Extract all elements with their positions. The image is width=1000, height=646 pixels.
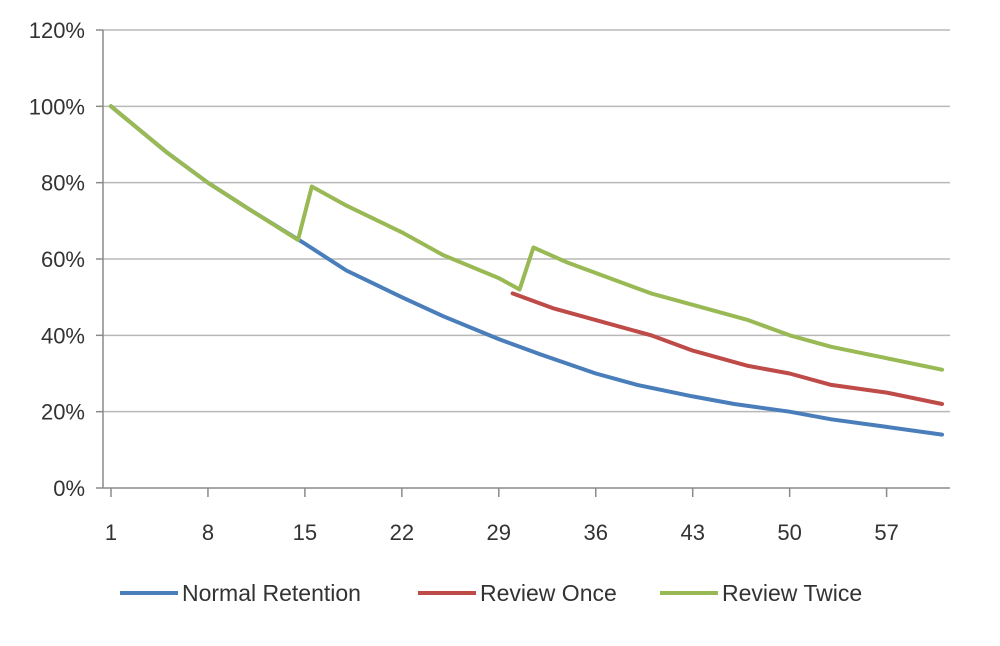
y-tick-label: 120%: [29, 18, 85, 43]
x-axis-ticks: 1 8 15 22 29 36 43 50 57: [105, 488, 899, 545]
y-tick-label: 0%: [53, 476, 85, 501]
series-line-review-once: [510, 291, 944, 406]
legend-label: Review Twice: [722, 580, 862, 606]
y-axis-ticks: 0% 20% 40% 60% 80% 100% 120%: [29, 18, 103, 501]
y-tick-label: 80%: [41, 171, 85, 196]
x-tick-label: 8: [202, 520, 214, 545]
x-tick-label: 15: [293, 520, 317, 545]
x-tick-label: 29: [487, 520, 511, 545]
y-tick-label: 100%: [29, 94, 85, 119]
x-tick-label: 1: [105, 520, 117, 545]
y-tick-label: 60%: [41, 247, 85, 272]
y-tick-label: 20%: [41, 400, 85, 425]
x-tick-label: 22: [390, 520, 414, 545]
x-tick-label: 57: [874, 520, 898, 545]
x-tick-label: 50: [777, 520, 801, 545]
legend-label: Normal Retention: [182, 580, 361, 606]
x-tick-label: 36: [584, 520, 608, 545]
y-tick-label: 40%: [41, 323, 85, 348]
gridlines: [103, 29, 950, 413]
series-line-review-twice: [109, 104, 944, 372]
legend: Normal Retention Review Once Review Twice: [120, 580, 862, 606]
legend-label: Review Once: [480, 580, 617, 606]
series-lines: [109, 104, 944, 437]
x-tick-label: 43: [680, 520, 704, 545]
